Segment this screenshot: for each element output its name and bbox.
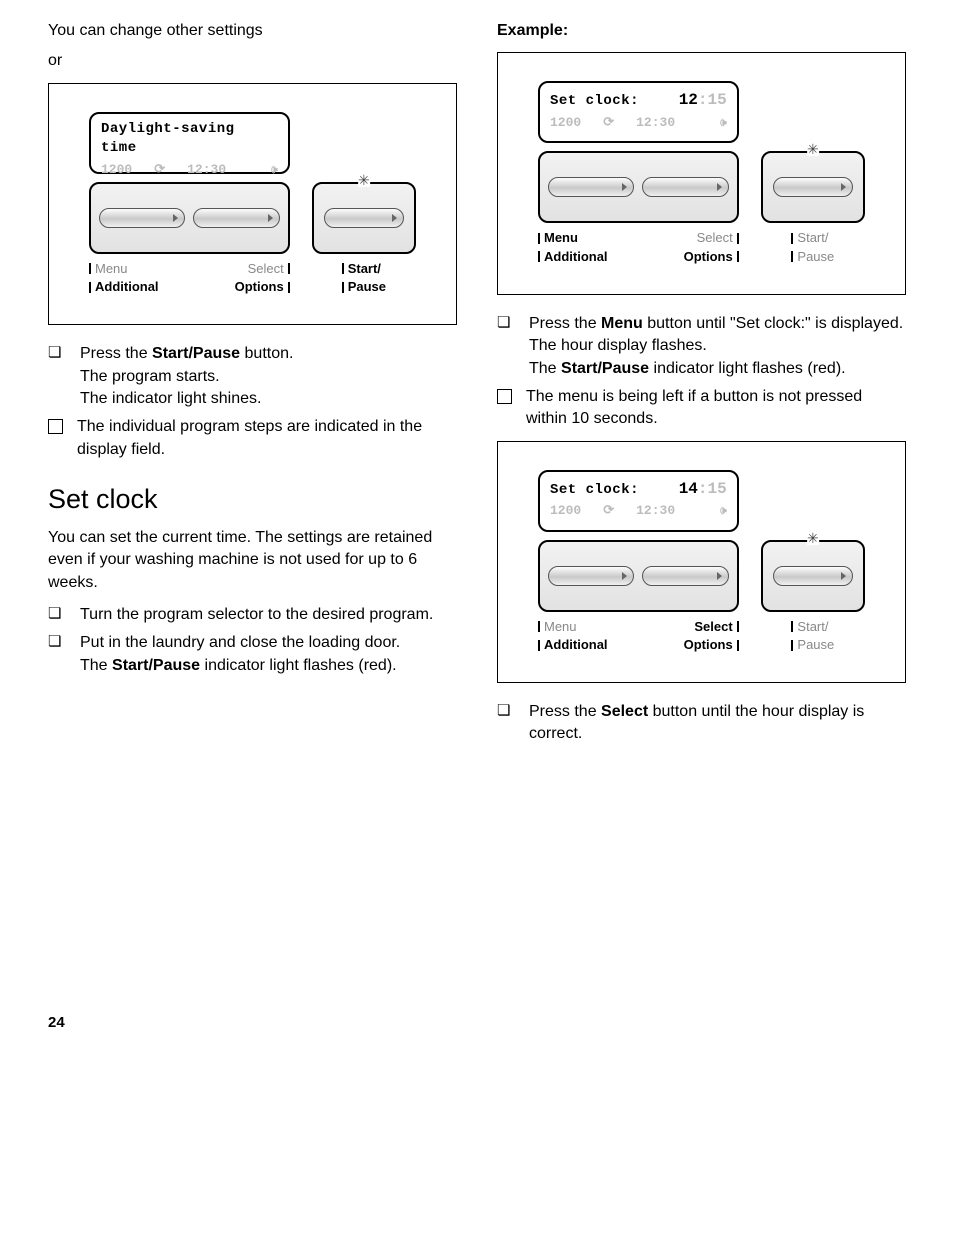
section-heading: Set clock — [48, 481, 457, 519]
lcd-title: Set clock: — [550, 481, 639, 501]
indicator-light-icon: ✳ — [358, 173, 370, 187]
right-knob-area: ✳ — [761, 540, 865, 612]
bullet-text: Put in the laundry and close the loading… — [80, 632, 457, 654]
bullet-item: ❏ Press the Start/Pause button. The prog… — [48, 343, 457, 410]
note-item: The menu is being left if a button is no… — [497, 386, 906, 431]
bullet-text: The Start/Pause indicator light flashes … — [80, 655, 457, 677]
lcd-rpm: 1200 — [550, 114, 581, 132]
lcd-rpm: 1200 — [550, 502, 581, 520]
bullet-item: ❏ Put in the laundry and close the loadi… — [48, 632, 457, 677]
left-column: You can change other settings or Dayligh… — [48, 20, 457, 752]
intro-line-2: or — [48, 50, 457, 72]
knob — [548, 566, 635, 586]
select-label: Select — [697, 229, 733, 247]
bullet-text: The hour display flashes. — [529, 335, 906, 357]
lcd-title: Set clock: — [550, 92, 639, 112]
lcd-display: Set clock: 12:15 1200 ⟳ 12:30 🕩 — [538, 81, 739, 143]
options-label: Options — [235, 278, 284, 296]
bullet-icon: ❏ — [497, 701, 515, 746]
pause-label: Pause — [797, 248, 834, 266]
note-text: The individual program steps are indicat… — [77, 416, 457, 461]
pause-label: Pause — [348, 278, 386, 296]
bullet-icon: ❏ — [48, 632, 66, 677]
menu-label: Menu — [95, 260, 128, 278]
lcd-display: Set clock: 14:15 1200 ⟳ 12:30 🕩 — [538, 470, 739, 532]
options-label: Options — [684, 248, 733, 266]
example-heading: Example: — [497, 20, 906, 42]
spin-icon: ⟳ — [603, 502, 614, 520]
bullet-text: Turn the program selector to the desired… — [80, 604, 457, 626]
bullet-item: ❏ Turn the program selector to the desir… — [48, 604, 457, 626]
knob — [642, 566, 729, 586]
note-text: The menu is being left if a button is no… — [526, 386, 906, 431]
bullet-text: The indicator light shines. — [80, 388, 457, 410]
additional-label: Additional — [544, 248, 608, 266]
bullet-icon: ❏ — [497, 313, 515, 380]
intro-line-1: You can change other settings — [48, 20, 457, 42]
sound-icon: 🕩 — [270, 162, 278, 179]
right-column: Example: Set clock: 12:15 1200 ⟳ 12:30 — [497, 20, 906, 752]
left-knob-area — [89, 182, 290, 254]
menu-label: Menu — [544, 229, 578, 247]
checkbox-icon — [497, 389, 512, 404]
section-paragraph: You can set the current time. The settin… — [48, 527, 457, 594]
bullet-text: The program starts. — [80, 366, 457, 388]
lcd-ghost-time: 12:30 — [636, 114, 675, 132]
bullet-text: Press the Select button until the hour d… — [529, 701, 906, 746]
pause-label: Pause — [797, 636, 834, 654]
additional-label: Additional — [95, 278, 159, 296]
knob — [99, 208, 186, 228]
additional-label: Additional — [544, 636, 608, 654]
right-knob-area: ✳ — [761, 151, 865, 223]
lcd-rpm: 1200 — [101, 161, 132, 179]
knob — [773, 566, 853, 586]
knob — [548, 177, 635, 197]
bullet-item: ❏ Press the Menu button until "Set clock… — [497, 313, 906, 380]
right-knob-area: ✳ — [312, 182, 416, 254]
bullet-icon: ❏ — [48, 343, 66, 410]
lcd-display: Daylight-saving time 1200 ⟳ 12:30 🕩 — [89, 112, 290, 174]
page-number: 24 — [48, 1012, 906, 1033]
bullet-text: Press the Menu button until "Set clock:"… — [529, 313, 906, 335]
knob — [773, 177, 853, 197]
bullet-item: ❏ Press the Select button until the hour… — [497, 701, 906, 746]
start-label: Start/ — [348, 260, 381, 278]
lcd-time: 12:15 — [679, 89, 727, 111]
sound-icon: 🕩 — [719, 115, 727, 132]
sound-icon: 🕩 — [719, 503, 727, 520]
control-panel-figure-1: Daylight-saving time 1200 ⟳ 12:30 🕩 — [48, 83, 457, 325]
knob — [193, 208, 280, 228]
lcd-title: Daylight-saving time — [101, 120, 278, 159]
knob — [324, 208, 404, 228]
start-label: Start/ — [797, 229, 828, 247]
menu-label: Menu — [544, 618, 577, 636]
left-knob-area — [538, 540, 739, 612]
indicator-light-icon: ✳ — [807, 531, 819, 545]
lcd-time: 14:15 — [679, 478, 727, 500]
knob — [642, 177, 729, 197]
left-knob-area — [538, 151, 739, 223]
lcd-ghost-time: 12:30 — [636, 502, 675, 520]
spin-icon: ⟳ — [603, 114, 614, 132]
start-label: Start/ — [797, 618, 828, 636]
control-panel-figure-3: Set clock: 14:15 1200 ⟳ 12:30 🕩 — [497, 441, 906, 683]
options-label: Options — [684, 636, 733, 654]
indicator-light-icon: ✳ — [807, 142, 819, 156]
select-label: Select — [694, 618, 732, 636]
select-label: Select — [248, 260, 284, 278]
note-item: The individual program steps are indicat… — [48, 416, 457, 461]
bullet-text: Press the Start/Pause button. — [80, 343, 457, 365]
spin-icon: ⟳ — [154, 161, 165, 179]
control-panel-figure-2: Set clock: 12:15 1200 ⟳ 12:30 🕩 — [497, 52, 906, 294]
lcd-ghost-time: 12:30 — [187, 161, 226, 179]
checkbox-icon — [48, 419, 63, 434]
bullet-text: The Start/Pause indicator light flashes … — [529, 358, 906, 380]
two-column-layout: You can change other settings or Dayligh… — [48, 20, 906, 752]
bullet-icon: ❏ — [48, 604, 66, 626]
